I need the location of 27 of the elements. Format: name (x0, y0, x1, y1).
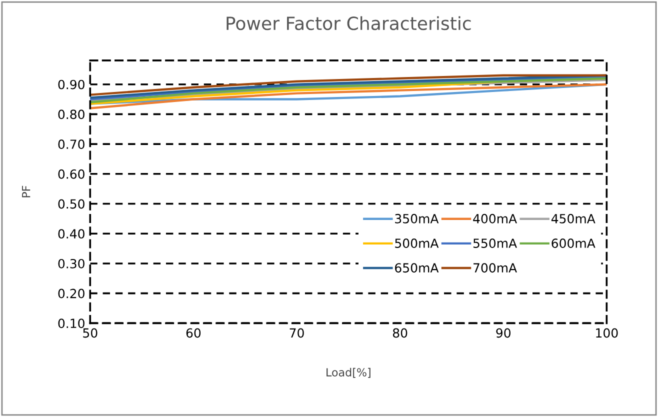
y-tick-label: 0.20 (58, 288, 84, 298)
x-tick-label: 60 (186, 328, 201, 338)
legend-label: 700mA (474, 263, 517, 273)
y-tick-label: 0.80 (58, 110, 84, 120)
y-tick-label: 0.50 (58, 199, 84, 209)
x-tick-label: 90 (496, 328, 510, 338)
legend-label: 500mA (395, 238, 439, 248)
x-axis-title: Load[%] (326, 368, 370, 378)
y-axis-title: PF (22, 186, 30, 198)
y-tick-label: 0.40 (58, 229, 84, 239)
y-tick-label: 0.60 (58, 169, 84, 179)
y-tick-label: 0.90 (58, 80, 84, 90)
y-tick-label: 0.70 (58, 140, 84, 149)
legend-label: 450mA (551, 214, 596, 224)
y-tick-label: 0.30 (58, 258, 84, 268)
x-tick-label: 50 (83, 328, 98, 338)
x-tick-label: 80 (392, 328, 408, 338)
legend-label: 400mA (473, 214, 517, 224)
legend-label: 350mA (395, 214, 439, 224)
legend-label: 600mA (552, 238, 596, 248)
x-tick-label: 70 (290, 328, 304, 338)
chart-title: Power Factor Characteristic (226, 16, 471, 30)
legend-label: 550mA (473, 238, 517, 248)
legend-label: 650mA (395, 263, 439, 273)
x-tick-label: 100 (596, 328, 618, 338)
y-tick-label: 0.10 (58, 318, 84, 328)
line-series (90, 83, 607, 110)
